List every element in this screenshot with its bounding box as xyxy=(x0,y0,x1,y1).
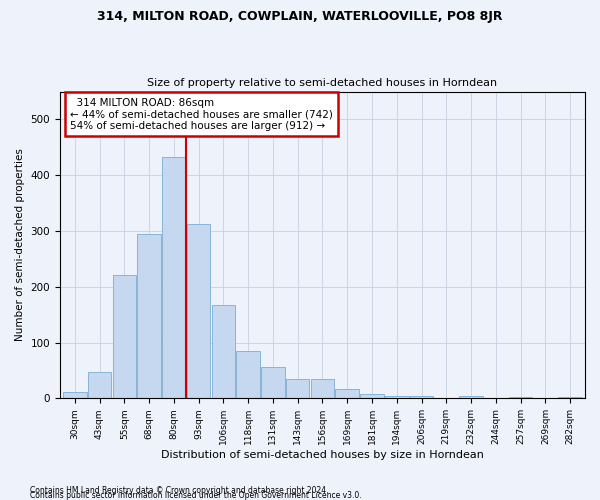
Bar xyxy=(63,392,86,398)
Bar xyxy=(162,157,185,398)
Text: 314 MILTON ROAD: 86sqm
← 44% of semi-detached houses are smaller (742)
54% of se: 314 MILTON ROAD: 86sqm ← 44% of semi-det… xyxy=(70,98,333,131)
Bar xyxy=(212,304,235,398)
Bar xyxy=(559,396,582,398)
Bar xyxy=(261,366,284,398)
Text: Contains HM Land Registry data © Crown copyright and database right 2024.: Contains HM Land Registry data © Crown c… xyxy=(30,486,329,495)
Y-axis label: Number of semi-detached properties: Number of semi-detached properties xyxy=(15,148,25,342)
Text: 314, MILTON ROAD, COWPLAIN, WATERLOOVILLE, PO8 8JR: 314, MILTON ROAD, COWPLAIN, WATERLOOVILL… xyxy=(97,10,503,23)
Bar xyxy=(113,274,136,398)
Bar xyxy=(459,396,483,398)
Bar xyxy=(385,396,409,398)
Bar xyxy=(286,379,310,398)
Title: Size of property relative to semi-detached houses in Horndean: Size of property relative to semi-detach… xyxy=(148,78,497,88)
Bar xyxy=(335,390,359,398)
Bar xyxy=(187,224,211,398)
Bar xyxy=(509,396,532,398)
Bar xyxy=(137,234,161,398)
Bar xyxy=(410,396,433,398)
Bar xyxy=(311,379,334,398)
Bar xyxy=(360,394,384,398)
Bar xyxy=(236,351,260,399)
X-axis label: Distribution of semi-detached houses by size in Horndean: Distribution of semi-detached houses by … xyxy=(161,450,484,460)
Bar xyxy=(88,372,111,398)
Text: Contains public sector information licensed under the Open Government Licence v3: Contains public sector information licen… xyxy=(30,491,362,500)
